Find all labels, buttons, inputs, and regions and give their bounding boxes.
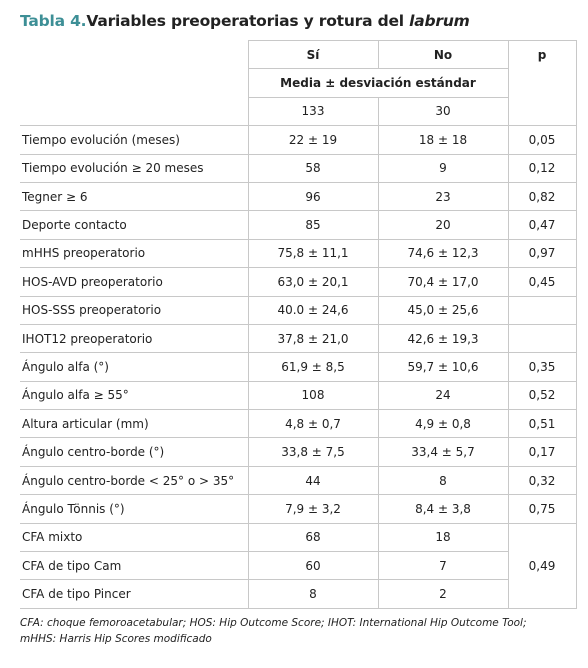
value-no: 9 [377,153,509,183]
table-row: CFA de tipo Cam 60 7 [20,551,576,581]
data-table: Sí No p Media ± desviación estándar 133 30 … [20,39,577,609]
title-emphasis: labrum [409,12,470,30]
value-no: 8 [377,465,509,496]
empty-cell [507,295,577,325]
table-row: Altura articular (mm) 4,8 ± 0,7 4,9 ± 0,8 0… [20,409,577,439]
p-value: 0,52 [507,380,577,411]
p-value: 0,45 [507,267,577,297]
table-row: CFA de tipo Pincer 8 2 [20,579,576,609]
value-si: 85 [247,210,379,240]
value-no: 24 [377,380,509,411]
row-label: Ángulo centro-borde < 25° o > 35° [20,465,249,496]
row-label: CFA de tipo Pincer [20,579,249,609]
p-value: 0,35 [507,352,577,382]
row-label: mHHS preoperatorio [20,238,249,269]
value-si: 68 [247,522,379,553]
row-label: Ángulo Tönnis (°) [20,494,249,524]
value-si: 37,8 ± 21,0 [247,323,379,354]
column-header: p [507,39,577,127]
row-label: Ángulo alfa (°) [20,352,249,382]
value-si: 4,8 ± 0,7 [247,409,379,439]
value-si: 7,9 ± 3,2 [247,494,379,524]
p-value: 0,51 [507,409,577,439]
title-text: Variables preoperatorias y rotura del [86,12,410,30]
table-row: Ángulo alfa ≥ 55° 108 24 0,52 [20,380,577,411]
table-row: Deporte contacto 85 20 0,47 [20,210,577,240]
row-label: CFA mixto [20,522,249,553]
table-row: Ángulo Tönnis (°) 7,9 ± 3,2 8,4 ± 3,8 0,75 [20,494,577,524]
column-header: Sí [247,39,379,70]
p-value: 0,12 [507,153,577,183]
row-label: Deporte contacto [20,210,249,240]
value-si: 8 [247,579,379,609]
value-si: 40.0 ± 24,6 [247,295,379,325]
table-row: Tiempo evolución (meses) 22 ± 19 18 ± 18 0,… [20,125,577,155]
value-no: 33,4 ± 5,7 [377,437,509,467]
p-value: 0,32 [507,465,577,496]
value-no: 23 [377,181,509,212]
p-value: 0,49 [507,522,577,609]
table-row: Tegner ≥ 6 96 23 0,82 [20,181,577,212]
p-value: 0,05 [507,125,577,155]
footnote-line: mHHS: Harris Hip Scores modificado [20,633,212,645]
row-label: Tegner ≥ 6 [20,181,249,212]
table-row: HOS-AVD preoperatorio 63,0 ± 20,1 70,4 ± 1… [20,267,577,297]
value-no: 42,6 ± 19,3 [377,323,509,354]
table-row: Ángulo alfa (°) 61,9 ± 8,5 59,7 ± 10,6 0,35 [20,352,577,382]
table-row: Ángulo centro-borde (°) 33,8 ± 7,5 33,4 ± … [20,437,577,467]
value-si: 33,8 ± 7,5 [247,437,379,467]
footnote-line: CFA: choque femoroacetabular; HOS: Hip O… [20,617,527,629]
value-no: 8,4 ± 3,8 [377,494,509,524]
value-no: 4,9 ± 0,8 [377,409,509,439]
table-row: Tiempo evolución ≥ 20 meses 58 9 0,12 [20,153,577,183]
value-no: 7 [377,551,509,581]
table-label: Tabla 4. [20,12,87,30]
value-si: 108 [247,380,379,411]
p-value: 0,47 [507,210,577,240]
row-label: Ángulo centro-borde (°) [20,437,249,467]
column-header: No [377,39,509,70]
row-label: CFA de tipo Cam [20,551,249,581]
row-label: HOS-AVD preoperatorio [20,267,249,297]
table-row: IHOT12 preoperatorio 37,8 ± 21,0 42,6 ± 19… [20,323,577,354]
value-si: 75,8 ± 11,1 [247,238,379,269]
table-row: CFA mixto 68 18 0,49 [20,522,577,609]
footnote: CFA: choque femoroacetabular; HOS: Hip O… [20,615,527,647]
value-no: 45,0 ± 25,6 [377,295,509,325]
p-value: 0,17 [507,437,577,467]
p-value: 0,82 [507,181,577,212]
value-si: 61,9 ± 8,5 [247,352,379,382]
count: 133 [247,96,379,127]
count: 30 [377,96,509,127]
row-label: Altura articular (mm) [20,409,249,439]
value-si: 60 [247,551,379,581]
row-label: Tiempo evolución (meses) [20,125,249,155]
table-row: Ángulo centro-borde < 25° o > 35° 44 8 0,32 [20,465,577,496]
value-no: 70,4 ± 17,0 [377,267,509,297]
table-title: Tabla 4.Variables preoperatorias y rotur… [20,12,470,30]
empty-corner [20,40,249,127]
value-no: 18 ± 18 [377,125,509,155]
value-si: 22 ± 19 [247,125,379,155]
empty-cell [507,323,577,354]
value-no: 74,6 ± 12,3 [377,238,509,269]
value-no: 20 [377,210,509,240]
value-si: 44 [247,465,379,496]
row-label: Ángulo alfa ≥ 55° [20,380,249,411]
table-row: mHHS preoperatorio 75,8 ± 11,1 74,6 ± 12,3… [20,238,577,269]
value-si: 96 [247,181,379,212]
value-si: 58 [247,153,379,183]
row-label: HOS-SSS preoperatorio [20,295,249,325]
p-value: 0,75 [507,494,577,524]
p-value: 0,97 [507,238,577,269]
value-no: 18 [377,522,509,553]
value-si: 63,0 ± 20,1 [247,267,379,297]
value-no: 2 [377,579,509,609]
row-label: IHOT12 preoperatorio [20,323,249,354]
subheader: Media ± desviación estándar [247,68,509,98]
table-row: HOS-SSS preoperatorio 40.0 ± 24,6 45,0 ± 2… [20,295,577,325]
row-label: Tiempo evolución ≥ 20 meses [20,153,249,183]
value-no: 59,7 ± 10,6 [377,352,509,382]
